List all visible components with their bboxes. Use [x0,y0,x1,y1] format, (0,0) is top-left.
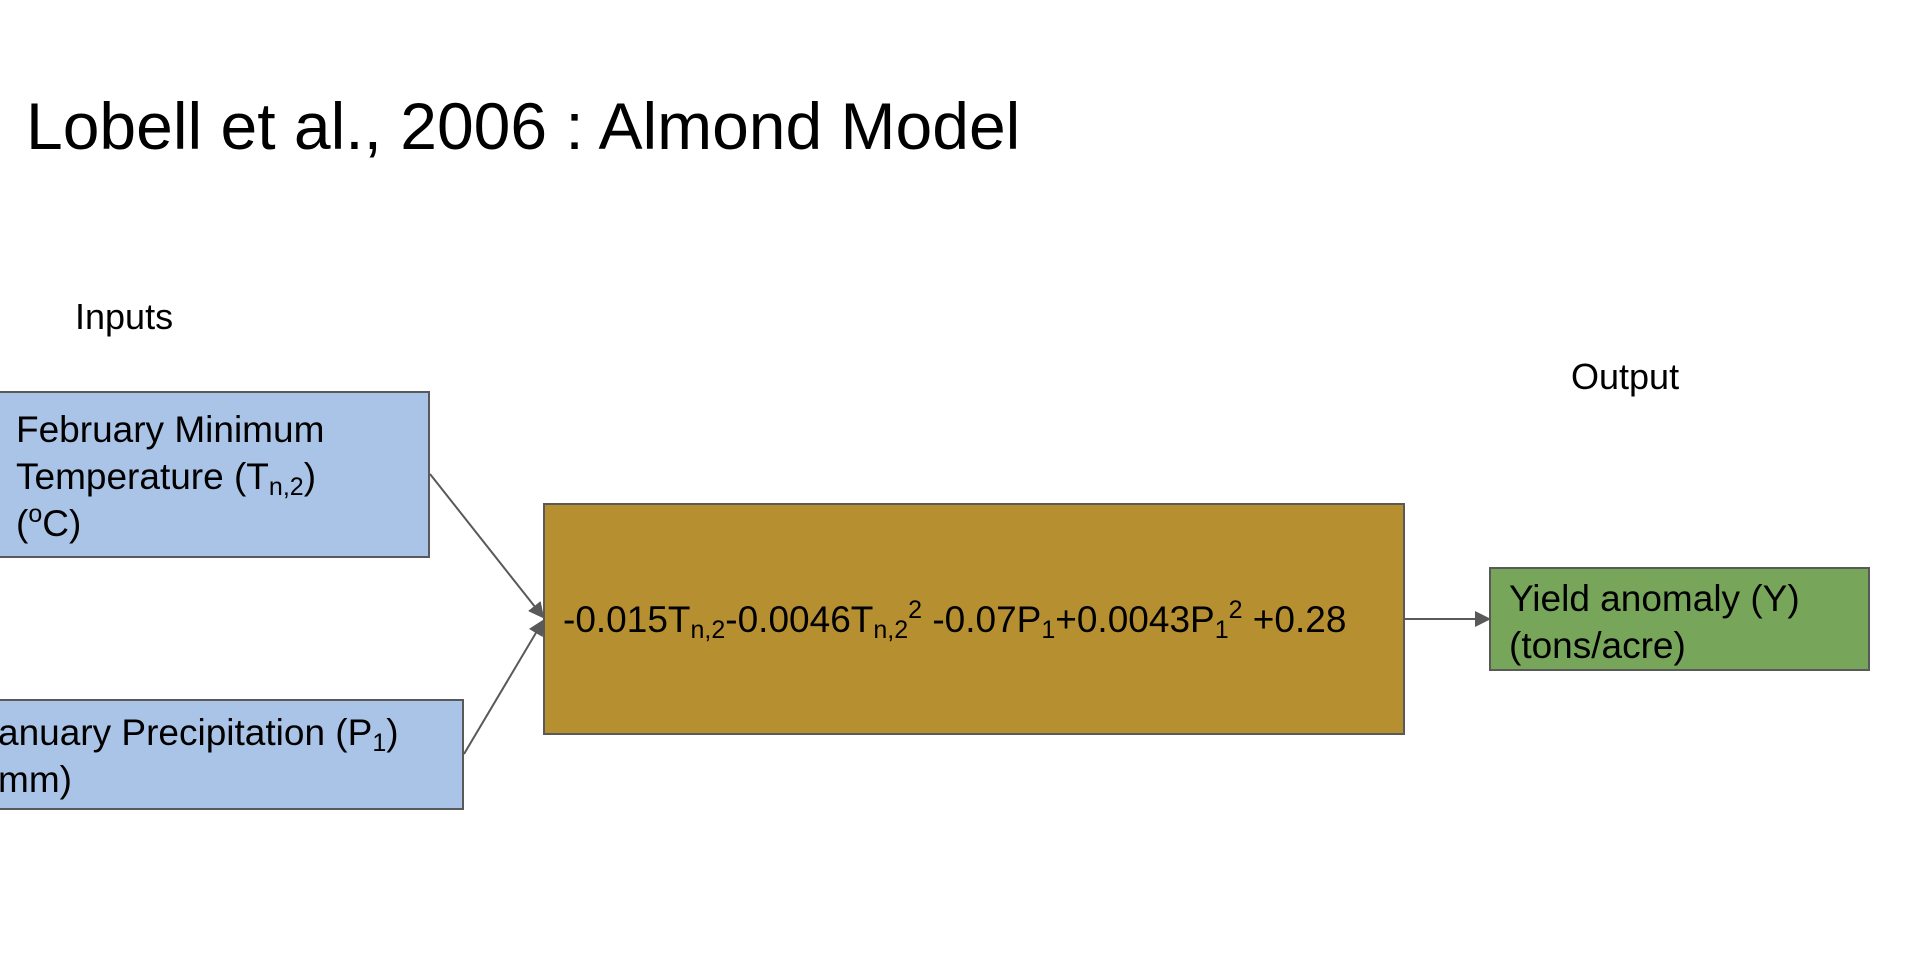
precipitation-to-model-arrow [463,619,545,755]
inputs-label: Inputs [75,296,174,337]
model-formula-box: -0.015Tn,2-0.0046Tn,22 -0.07P1+0.0043P12… [543,503,1405,735]
input-temperature-box: February Minimum Temperature (Tn,2) (oC) [0,391,430,558]
output-yield-box: Yield anomaly (Y) (tons/acre) [1489,567,1870,671]
precipitation-line-1: anuary Precipitation (P1) [0,712,399,757]
temperature-line-3: (oC) [16,500,82,545]
temperature-to-model-arrow [429,473,545,619]
output-label: Output [1571,356,1680,397]
input-precipitation-box: anuary Precipitation (P1) mm) [0,699,464,810]
yield-line-1: Yield anomaly (Y) [1509,578,1800,619]
slide-title: Lobell et al., 2006 : Almond Model [26,89,1021,163]
temperature-line-1: February Minimum [16,409,325,450]
precipitation-line-2: mm) [0,759,72,800]
model-formula: -0.015Tn,2-0.0046Tn,22 -0.07P1+0.0043P12… [563,595,1347,644]
temperature-line-2: Temperature (Tn,2) [16,456,317,501]
yield-line-2: (tons/acre) [1509,625,1686,666]
